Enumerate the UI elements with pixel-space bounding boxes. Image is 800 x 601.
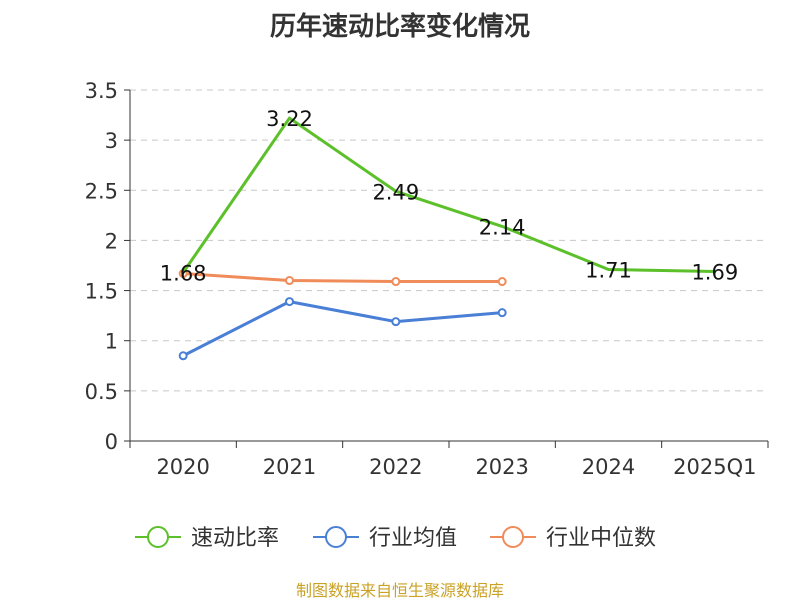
data-point bbox=[497, 277, 507, 287]
legend-item[interactable]: 速动比率 bbox=[135, 526, 279, 551]
legend-marker bbox=[502, 526, 524, 548]
data-source-note: 制图数据来自恒生聚源数据库 bbox=[295, 581, 504, 600]
chart-title: 历年速动比率变化情况 bbox=[269, 12, 530, 42]
data-labels: 1.68 3.22 2.49 2.14 1.71 1.69 bbox=[160, 107, 738, 285]
y-tick-label: 2 bbox=[105, 229, 118, 253]
data-point bbox=[178, 351, 188, 361]
y-tick-label: 0.5 bbox=[85, 380, 118, 404]
y-tick-label: 1 bbox=[105, 330, 118, 354]
legend: 速动比率 行业均值 行业中位数 bbox=[135, 526, 656, 551]
legend-item[interactable]: 行业均值 bbox=[313, 526, 457, 551]
x-tick-label: 2023 bbox=[475, 455, 528, 479]
series-lines bbox=[178, 116, 715, 361]
series-line bbox=[181, 116, 715, 274]
x-tick-label: 2021 bbox=[263, 455, 316, 479]
x-tick-label: 2025Q1 bbox=[673, 455, 756, 479]
data-point bbox=[285, 276, 294, 286]
data-label: 2.14 bbox=[479, 215, 526, 239]
series-line bbox=[183, 272, 503, 284]
axes: 0 0.5 1 1.5 2 2.5 3 3.5 2020 2021 2022 2023 2024 2025… bbox=[85, 79, 769, 479]
legend-label: 行业均值 bbox=[369, 526, 457, 551]
series-line bbox=[182, 300, 503, 358]
data-point bbox=[391, 277, 401, 287]
legend-label: 行业中位数 bbox=[546, 526, 656, 551]
y-tick-label: 2.5 bbox=[85, 179, 118, 203]
grid-lines bbox=[130, 89, 768, 392]
data-label: 1.68 bbox=[160, 262, 207, 286]
legend-marker bbox=[147, 526, 169, 548]
y-tick-label: 1.5 bbox=[85, 280, 118, 304]
legend-item[interactable]: 行业中位数 bbox=[490, 526, 656, 551]
x-tick-label: 2020 bbox=[156, 455, 209, 479]
legend-label: 速动比率 bbox=[191, 526, 279, 551]
data-label: 1.71 bbox=[585, 259, 632, 283]
data-label: 1.69 bbox=[691, 261, 738, 285]
x-tick-label: 2024 bbox=[582, 455, 635, 479]
y-tick-label: 3 bbox=[105, 129, 118, 153]
data-label: 2.49 bbox=[372, 180, 419, 204]
data-point bbox=[497, 308, 507, 318]
x-tick-label: 2022 bbox=[369, 455, 422, 479]
y-tick-label: 3.5 bbox=[85, 79, 118, 103]
legend-marker bbox=[325, 526, 347, 548]
data-point bbox=[391, 317, 401, 327]
data-point bbox=[285, 297, 294, 307]
data-label: 3.22 bbox=[266, 107, 313, 131]
y-tick-label: 0 bbox=[105, 430, 118, 454]
